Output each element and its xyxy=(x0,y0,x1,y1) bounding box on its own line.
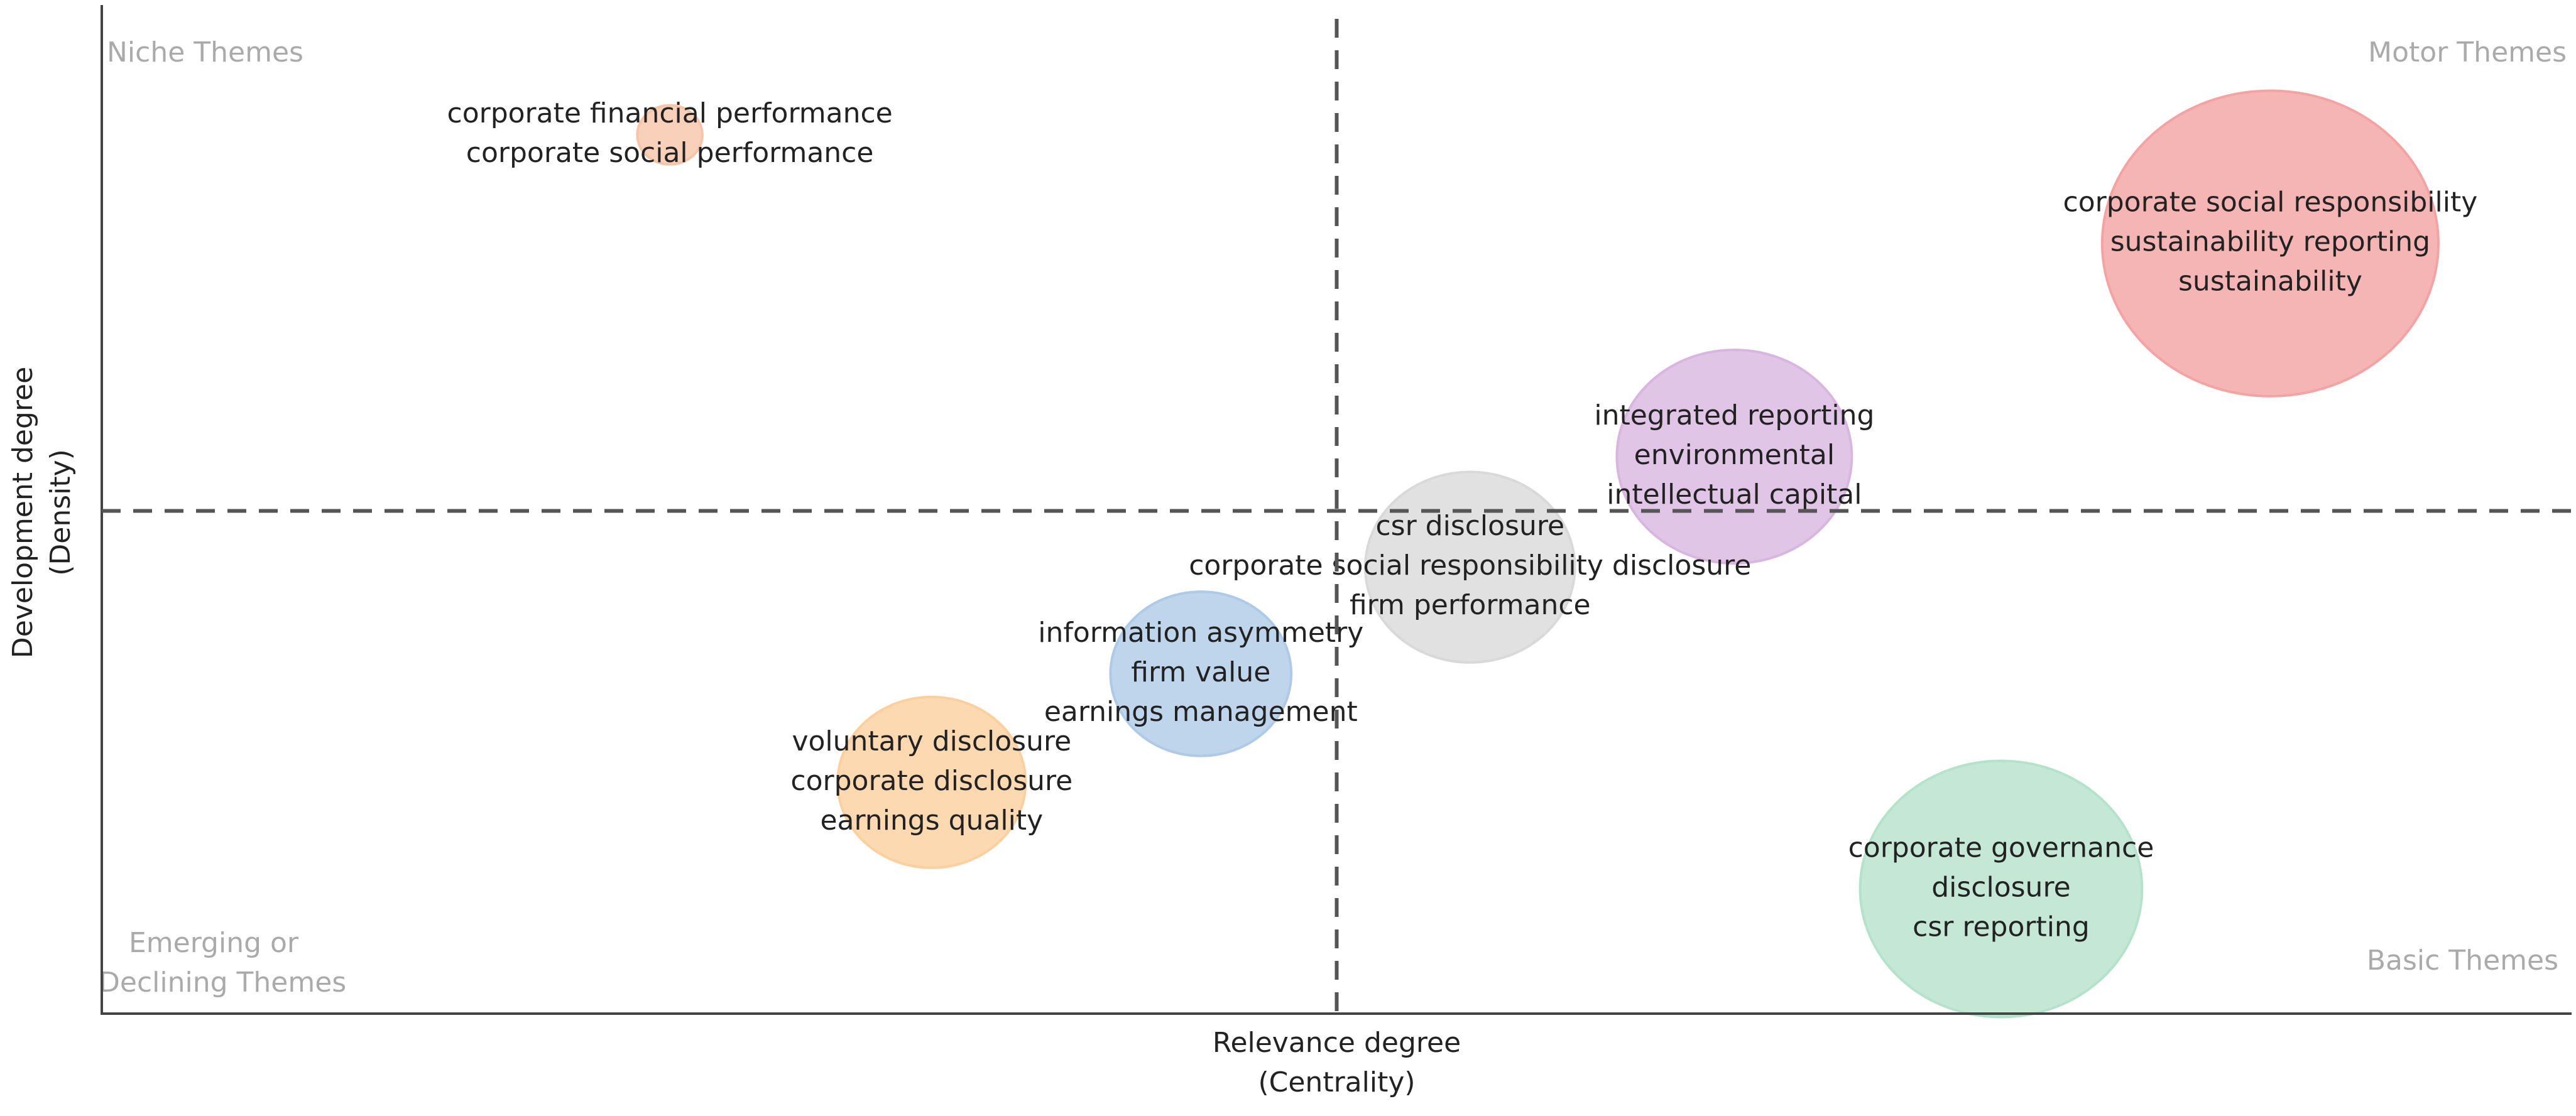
bubble-label: corporate social responsibility disclosu… xyxy=(1189,550,1751,582)
quadrant-label: Niche Themes xyxy=(107,36,303,68)
bubble xyxy=(1109,590,1293,757)
bubble-label: corporate governance xyxy=(1848,832,2154,864)
quadrant-label: Basic Themes xyxy=(2367,945,2558,977)
quadrant-label: Motor Themes xyxy=(2368,36,2567,68)
bubble-label: earnings management xyxy=(1044,696,1358,728)
bubble-label: firm value xyxy=(1131,656,1270,688)
y-axis-title: (Density) xyxy=(45,449,77,576)
x-axis-title: Relevance degree xyxy=(1213,1027,1461,1059)
quadrant-label: Emerging or xyxy=(129,927,299,959)
quadrant-label: Declining Themes xyxy=(99,967,346,999)
bubble-label: information asymmetry xyxy=(1038,617,1363,649)
x-axis-title: (Centrality) xyxy=(1258,1066,1415,1098)
bubble-label: corporate social responsibility xyxy=(2063,187,2478,219)
bubble-label: firm performance xyxy=(1350,589,1591,621)
bubble-label: corporate disclosure xyxy=(790,765,1072,797)
bubble xyxy=(1858,759,2144,1019)
bubble xyxy=(2100,89,2440,398)
bubble xyxy=(636,104,704,166)
bubble xyxy=(1363,470,1576,664)
bubble xyxy=(836,695,1027,869)
bubble-label: earnings quality xyxy=(820,804,1043,837)
bubble-label: csr reporting xyxy=(1913,911,2090,943)
y-axis-title: Development degree xyxy=(7,367,39,658)
bubble-label: corporate social performance xyxy=(466,137,874,169)
bubbles xyxy=(636,89,2440,1019)
bubble-label: csr disclosure xyxy=(1375,510,1564,542)
bubble-label: disclosure xyxy=(1931,871,2070,903)
bubble-label: integrated reporting xyxy=(1594,399,1874,431)
bubble-label: intellectual capital xyxy=(1607,479,1862,511)
bubble-labels: corporate financial performance corporate… xyxy=(447,97,2478,943)
bubble-label: voluntary disclosure xyxy=(792,725,1071,757)
bubble-label: sustainability xyxy=(2178,266,2362,298)
bubble-label: environmental xyxy=(1634,439,1835,471)
quadrant-labels: Niche Themes Motor Themes Emerging or Decli… xyxy=(99,36,2567,999)
bubble-label: corporate financial performance xyxy=(447,97,893,129)
bubble-label: sustainability reporting xyxy=(2110,226,2430,258)
